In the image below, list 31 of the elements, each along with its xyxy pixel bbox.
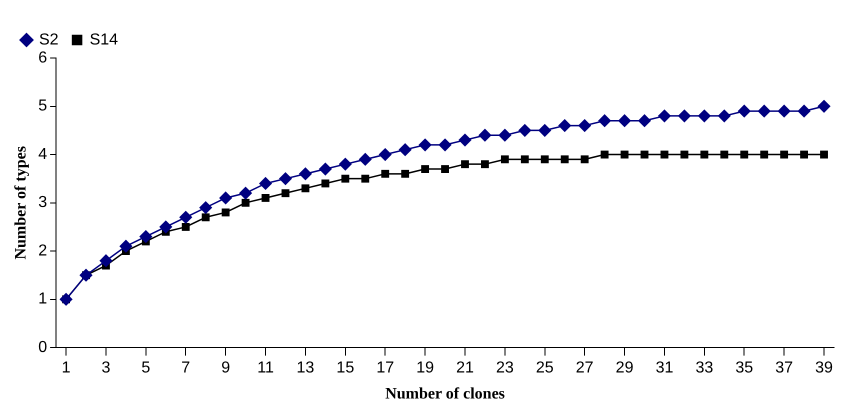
y-tick-label: 5: [38, 98, 48, 115]
x-tick-label: 35: [735, 360, 754, 377]
y-tick-label: 3: [38, 194, 48, 212]
x-tick-label: 13: [296, 360, 314, 377]
x-tick-label: 7: [181, 360, 190, 377]
x-tick-label: 25: [536, 360, 554, 377]
y-tick-label: 6: [38, 49, 48, 66]
legend-label: S14: [90, 31, 118, 48]
x-tick-label: 33: [695, 360, 714, 377]
x-tick-label: 11: [257, 360, 274, 377]
x-tick-label: 5: [141, 360, 150, 377]
x-axis-title: Number of clones: [385, 386, 505, 403]
y-tick-label: 4: [38, 146, 48, 163]
legend-label: S2: [39, 31, 59, 48]
x-tick-label: 9: [221, 360, 230, 377]
x-tick-label: 1: [62, 360, 71, 377]
y-axis-title: Number of types: [12, 146, 30, 260]
x-tick-label: 23: [496, 360, 514, 377]
x-tick-label: 19: [416, 360, 434, 377]
y-tick-label: 0: [38, 339, 48, 356]
x-tick-label: 15: [336, 360, 354, 377]
x-tick-label: 3: [102, 360, 111, 377]
x-tick-label: 29: [616, 360, 634, 377]
x-tick-label: 17: [376, 360, 394, 377]
x-tick-label: 39: [815, 360, 834, 377]
x-tick-label: 21: [456, 360, 474, 377]
x-tick-label: 37: [775, 360, 794, 377]
x-tick-label: 31: [656, 360, 674, 377]
y-tick-label: 2: [38, 242, 48, 260]
y-tick-label: 1: [38, 290, 48, 308]
x-tick-label: 27: [576, 360, 594, 377]
